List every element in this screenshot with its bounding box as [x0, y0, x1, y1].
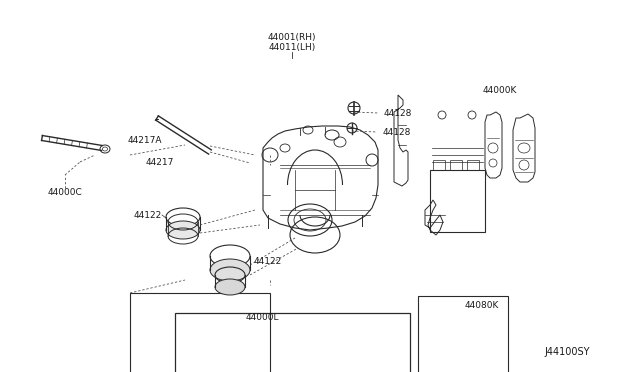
Text: 44122: 44122	[134, 211, 162, 219]
Text: 44122: 44122	[254, 257, 282, 266]
Bar	[130, 293, 270, 372]
Text: 44011(LH): 44011(LH)	[268, 42, 316, 51]
Text: 44001(RH): 44001(RH)	[268, 32, 316, 42]
Text: 44128: 44128	[384, 109, 412, 118]
Bar	[418, 296, 508, 372]
Text: 44000K: 44000K	[483, 86, 517, 94]
Bar	[450, 160, 462, 170]
Bar	[433, 160, 445, 170]
Text: J44100SY: J44100SY	[545, 347, 590, 357]
Text: 44128: 44128	[383, 128, 412, 137]
Bar	[175, 313, 410, 372]
Ellipse shape	[210, 259, 250, 281]
Text: 44000L: 44000L	[245, 312, 279, 321]
Ellipse shape	[166, 221, 200, 239]
Text: 44217: 44217	[146, 157, 174, 167]
Bar	[430, 170, 485, 232]
Bar	[467, 160, 479, 170]
Text: 44080K: 44080K	[465, 301, 499, 310]
Text: 44217A: 44217A	[128, 135, 163, 144]
Text: 44000C: 44000C	[47, 187, 83, 196]
Ellipse shape	[215, 279, 245, 295]
